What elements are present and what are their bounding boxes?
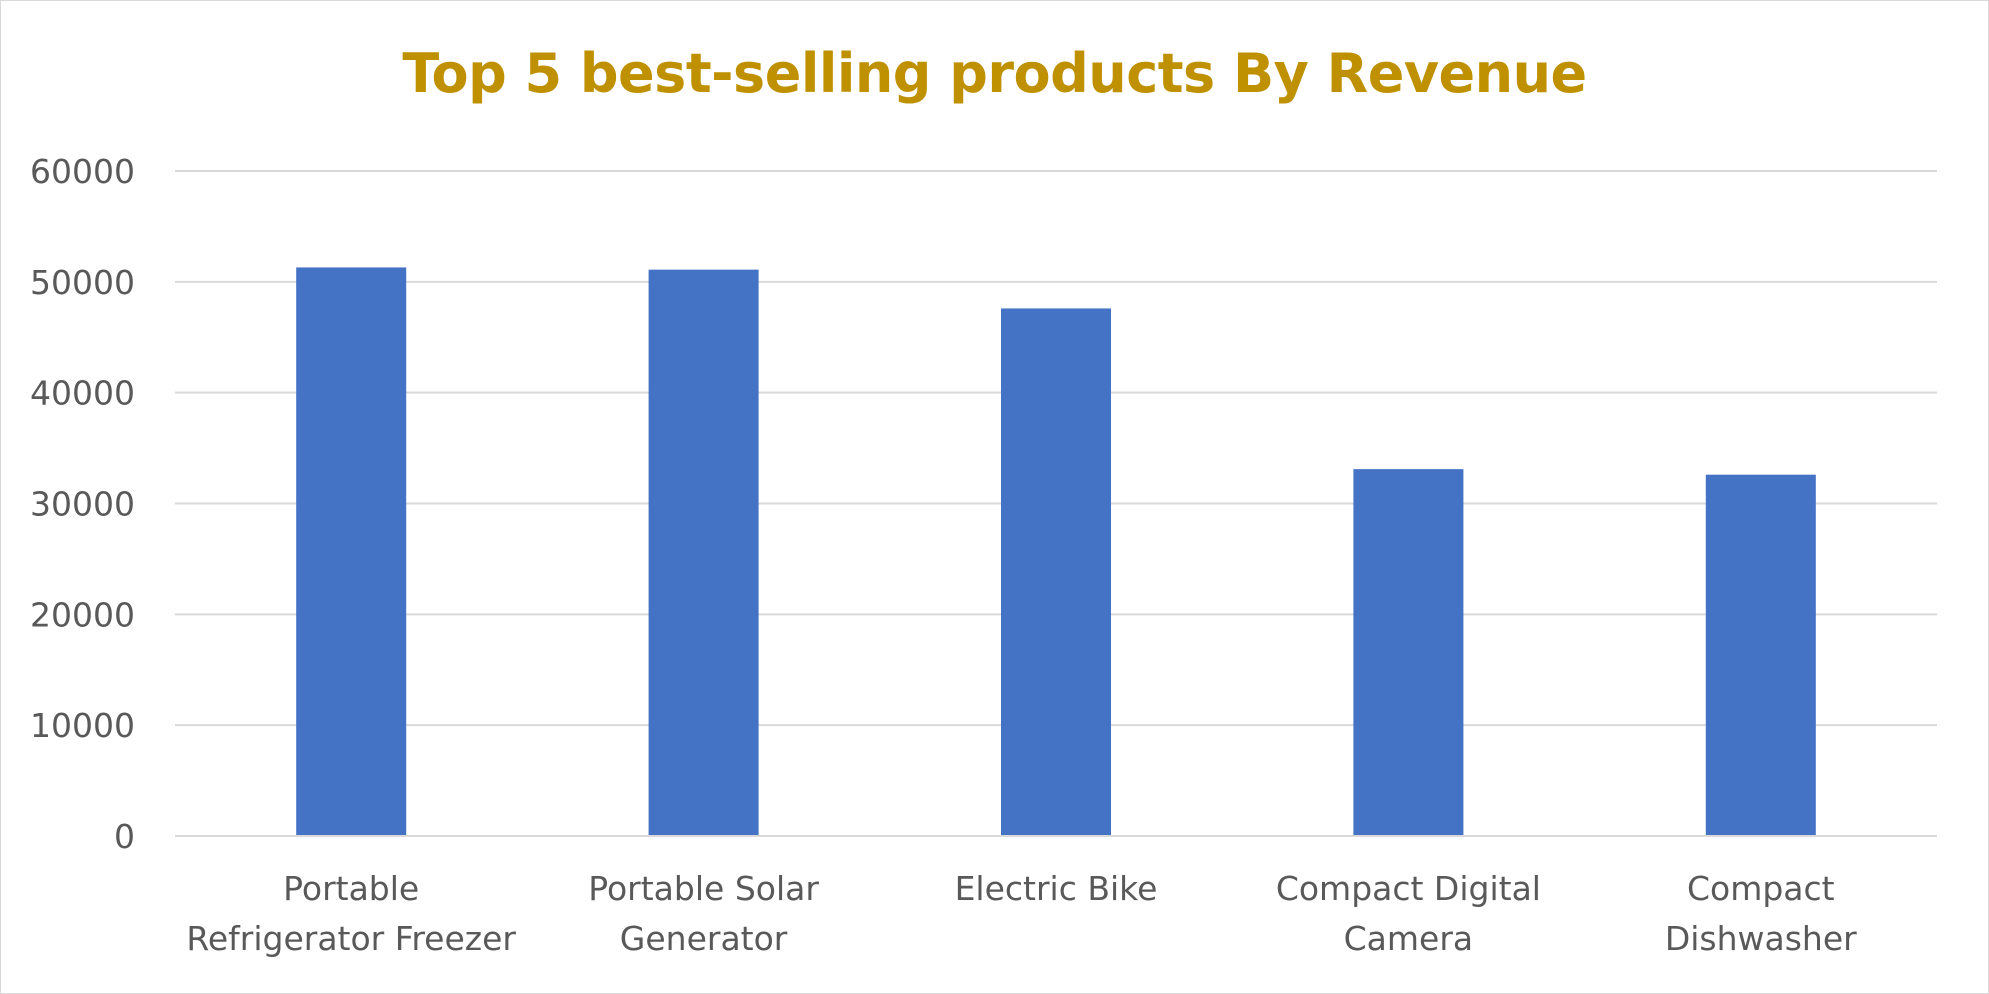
y-tick-label: 10000	[30, 706, 135, 745]
x-category-label: Portable Solar	[588, 869, 819, 908]
bar	[648, 269, 759, 836]
x-category-label: Electric Bike	[955, 869, 1158, 908]
y-tick-label: 0	[114, 817, 135, 856]
x-category-label: Portable	[283, 869, 419, 908]
y-tick-label: 60000	[30, 152, 135, 191]
bar	[296, 267, 407, 836]
bar	[1353, 469, 1464, 836]
y-tick-label: 40000	[30, 374, 135, 413]
y-tick-label: 20000	[30, 595, 135, 634]
bar	[1705, 474, 1816, 836]
x-category-label: Refrigerator Freezer	[186, 919, 516, 958]
y-tick-label: 30000	[30, 485, 135, 524]
chart-title: Top 5 best-selling products By Revenue	[402, 42, 1587, 105]
bar	[1001, 308, 1111, 836]
x-category-label: Camera	[1344, 919, 1474, 958]
y-tick-label: 50000	[30, 263, 135, 302]
y-axis-ticks: 0 10000 20000 30000 40000 50000 60000	[30, 152, 135, 856]
x-category-label: Compact Digital	[1276, 869, 1541, 908]
x-category-label: Generator	[620, 919, 788, 958]
x-category-label: Dishwasher	[1665, 919, 1857, 958]
x-category-label: Compact	[1687, 869, 1835, 908]
bars	[296, 267, 1816, 836]
x-axis-categories: Portable Refrigerator Freezer Portable Sol…	[186, 869, 1857, 958]
